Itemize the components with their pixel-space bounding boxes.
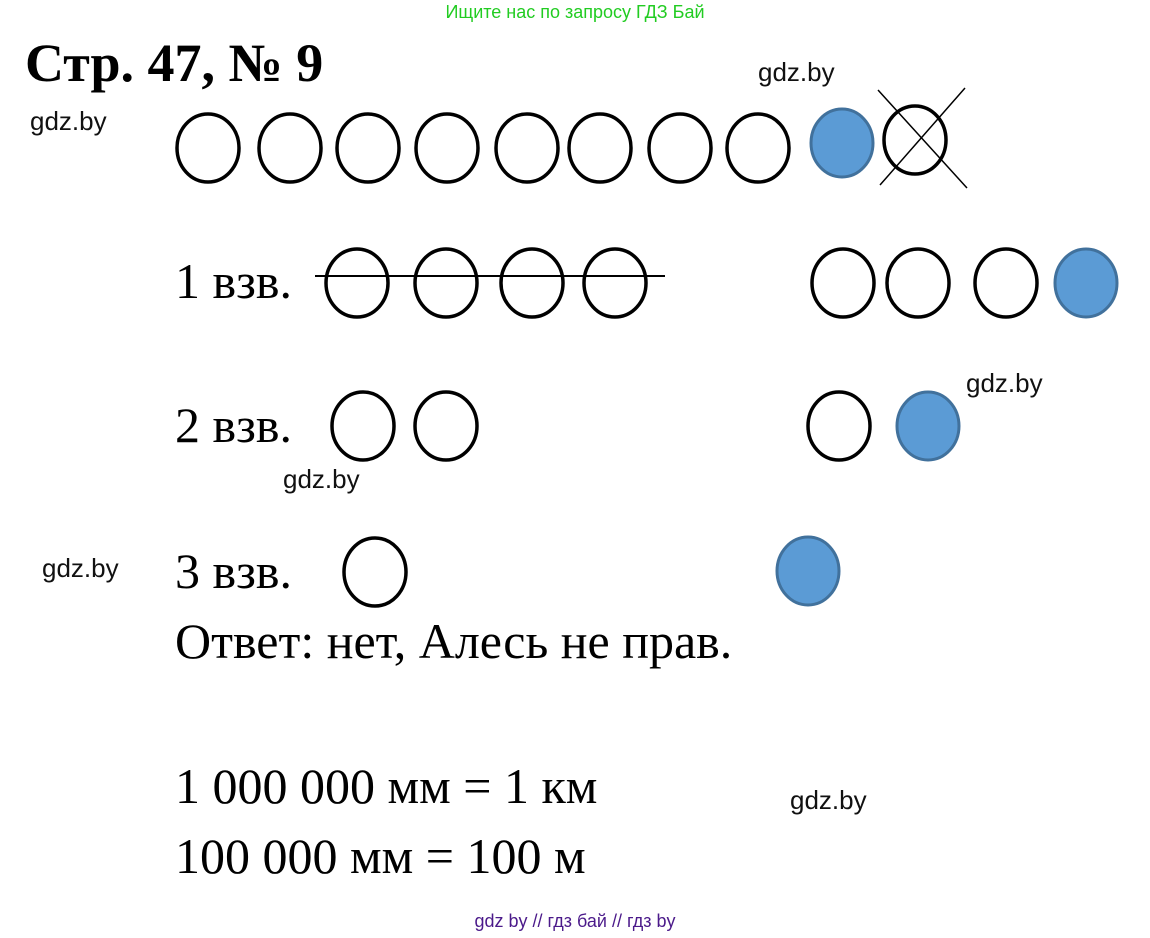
coin [567, 112, 633, 184]
watermark: gdz.by [790, 785, 867, 815]
coin [175, 112, 241, 184]
coin [499, 247, 565, 319]
top-banner: Ищите нас по запросу ГДЗ Бай [445, 2, 705, 22]
watermark: gdz.by [42, 553, 119, 583]
coin [335, 112, 401, 184]
coin [330, 390, 396, 462]
coin [414, 112, 480, 184]
equation-1: 1 000 000 мм = 1 км [175, 758, 598, 814]
coin [582, 247, 648, 319]
cross-line [879, 87, 966, 186]
fake-coin [895, 390, 961, 462]
page-title: Стр. 47, № 9 [25, 33, 324, 93]
watermark: gdz.by [283, 464, 360, 494]
coin [413, 390, 479, 462]
coin [882, 104, 948, 176]
coin [257, 112, 323, 184]
watermark: gdz.by [758, 57, 835, 87]
fake-coin [1053, 247, 1119, 319]
coin [885, 247, 951, 319]
coin [494, 112, 560, 184]
coin [647, 112, 713, 184]
coin [342, 536, 408, 608]
fake-coin [809, 107, 875, 179]
step-2-label: 2 взв. [175, 397, 292, 453]
equation-2: 100 000 мм = 100 м [175, 828, 586, 884]
coin [413, 247, 479, 319]
watermark: gdz.by [966, 368, 1043, 398]
coin [973, 247, 1039, 319]
footer-links: gdz by // гдз бай // гдз by [474, 911, 676, 931]
coin [324, 247, 390, 319]
answer-text: Ответ: нет, Алесь не прав. [175, 613, 733, 669]
coin [810, 247, 876, 319]
watermark: gdz.by [30, 106, 107, 136]
fake-coin [775, 535, 841, 607]
step-3-label: 3 взв. [175, 543, 292, 599]
step-1-label: 1 взв. [175, 253, 292, 309]
cross-line [877, 89, 968, 189]
coin [725, 112, 791, 184]
coin [806, 390, 872, 462]
